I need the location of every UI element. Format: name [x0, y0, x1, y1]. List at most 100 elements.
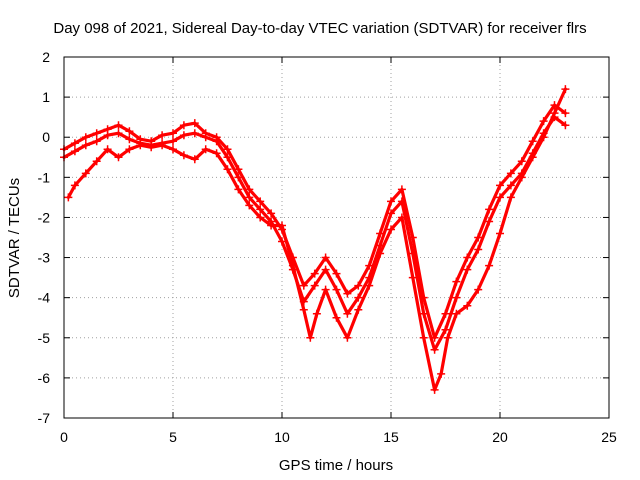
- data-point: [452, 293, 461, 302]
- data-point: [321, 285, 330, 294]
- y-tick-label: -7: [38, 410, 51, 426]
- data-point: [419, 309, 428, 318]
- data-point: [430, 385, 439, 394]
- data-point: [169, 129, 177, 138]
- data-point: [397, 213, 406, 222]
- data-point: [103, 131, 112, 140]
- data-point: [299, 281, 308, 290]
- data-point: [452, 309, 461, 318]
- data-point: [125, 127, 134, 136]
- data-point: [408, 273, 417, 282]
- y-tick-label: 2: [42, 49, 50, 65]
- data-point: [332, 313, 341, 322]
- data-point: [223, 165, 232, 174]
- data-point: [376, 249, 385, 258]
- data-point: [517, 173, 526, 182]
- data-point: [485, 261, 494, 270]
- data-point: [441, 325, 450, 334]
- data-point: [387, 209, 395, 218]
- data-point: [550, 109, 559, 118]
- data-point: [561, 109, 570, 118]
- x-tick-label: 5: [169, 429, 177, 445]
- data-point: [310, 269, 319, 278]
- data-point: [312, 309, 321, 318]
- data-point: [92, 157, 101, 166]
- data-point: [81, 141, 90, 150]
- x-tick-label: 15: [383, 429, 399, 445]
- y-tick-label: 1: [42, 89, 50, 105]
- data-point: [267, 221, 276, 230]
- data-point: [310, 281, 319, 290]
- data-point: [354, 281, 363, 290]
- data-point: [496, 193, 504, 202]
- data-point: [223, 145, 232, 154]
- data-point: [443, 333, 452, 342]
- data-point: [528, 153, 537, 162]
- y-tick-label: -3: [38, 250, 51, 266]
- data-point: [299, 305, 308, 314]
- data-point: [158, 141, 167, 150]
- data-point: [179, 121, 188, 130]
- data-point: [354, 293, 363, 302]
- data-point: [234, 173, 243, 182]
- data-point: [506, 169, 515, 178]
- data-point: [256, 205, 265, 214]
- data-point: [158, 131, 167, 140]
- data-point: [212, 137, 221, 146]
- data-point: [485, 205, 494, 214]
- data-point: [212, 149, 221, 158]
- data-point: [70, 147, 79, 156]
- data-point: [332, 285, 341, 294]
- data-point: [539, 133, 548, 142]
- data-point: [278, 237, 286, 246]
- series-track-3: [64, 85, 570, 394]
- data-point: [190, 119, 199, 128]
- data-point: [419, 333, 428, 342]
- data-point: [190, 155, 199, 164]
- data-point: [397, 197, 406, 206]
- data-point: [64, 193, 73, 202]
- data-point: [234, 185, 243, 194]
- data-point: [114, 121, 123, 130]
- data-point: [125, 145, 134, 154]
- data-point: [474, 233, 483, 242]
- data-point: [365, 281, 374, 290]
- data-point: [387, 225, 395, 234]
- data-point: [169, 137, 177, 146]
- data-point: [306, 333, 315, 342]
- x-tick-label: 0: [60, 429, 68, 445]
- y-tick-label: -2: [38, 209, 51, 225]
- data-point: [256, 197, 265, 206]
- chart-title: Day 098 of 2021, Sidereal Day-to-day VTE…: [53, 20, 586, 37]
- data-point: [387, 197, 395, 206]
- data-point: [190, 129, 199, 138]
- data-point: [169, 145, 177, 154]
- data-point: [223, 153, 232, 162]
- x-tick-label: 10: [274, 429, 290, 445]
- data-point: [201, 145, 210, 154]
- data-point: [463, 301, 472, 310]
- data-point: [430, 345, 439, 354]
- x-tick-label: 20: [492, 429, 508, 445]
- y-tick-label: 0: [42, 129, 50, 145]
- data-point: [528, 137, 537, 146]
- data-point: [201, 133, 210, 142]
- y-tick-label: -6: [38, 370, 51, 386]
- data-point: [354, 305, 363, 314]
- data-point: [321, 265, 330, 274]
- plot-frame: [63, 56, 610, 419]
- data-point: [103, 145, 112, 154]
- data-point: [70, 139, 79, 148]
- data-point: [506, 193, 515, 202]
- y-tick-label: -5: [38, 330, 51, 346]
- data-point: [485, 217, 494, 226]
- data-point: [81, 133, 90, 142]
- data-point: [245, 201, 254, 210]
- data-point: [343, 333, 352, 342]
- data-point: [496, 181, 504, 190]
- data-point: [441, 309, 450, 318]
- data-point: [332, 269, 341, 278]
- data-point: [278, 221, 286, 230]
- x-tick-label: 25: [601, 429, 617, 445]
